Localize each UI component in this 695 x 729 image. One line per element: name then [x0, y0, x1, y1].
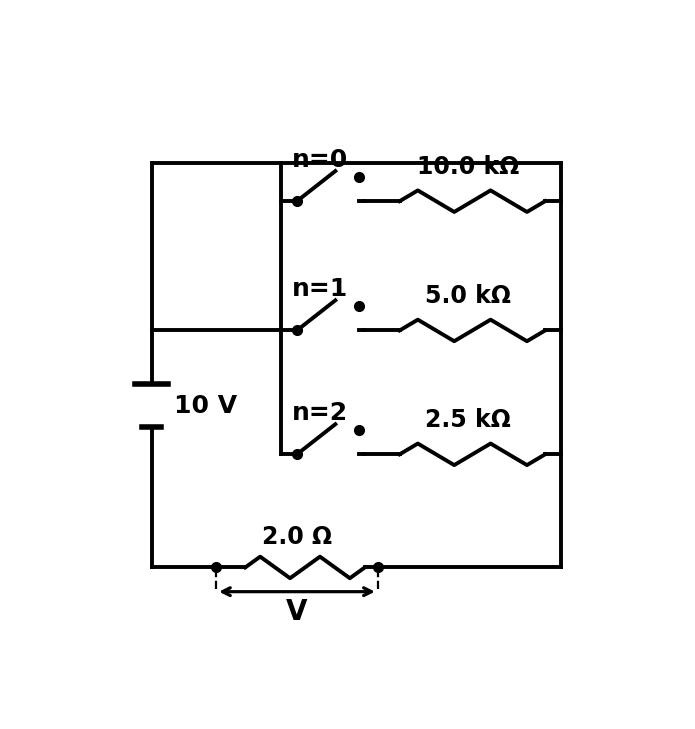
Text: 2.0 Ω: 2.0 Ω	[262, 525, 332, 549]
Text: 5.0 kΩ: 5.0 kΩ	[425, 284, 511, 308]
Text: 2.5 kΩ: 2.5 kΩ	[425, 408, 511, 432]
Text: n=1: n=1	[292, 277, 348, 301]
Text: V: V	[286, 598, 308, 626]
Text: n=2: n=2	[292, 401, 348, 425]
Text: 10 V: 10 V	[174, 394, 237, 418]
Text: n=0: n=0	[292, 147, 348, 171]
Text: 10.0 kΩ: 10.0 kΩ	[417, 155, 519, 179]
